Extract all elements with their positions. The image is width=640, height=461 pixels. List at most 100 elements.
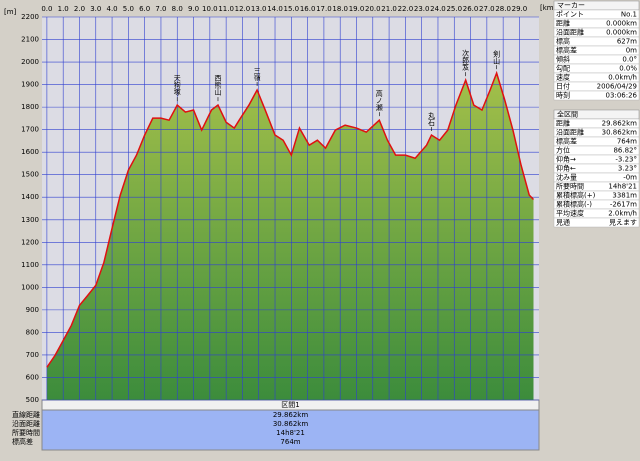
- x-tick-label: 16.0: [300, 5, 316, 13]
- panel-value: 2006/04/29: [597, 83, 637, 91]
- panel-label: 標高: [556, 37, 570, 46]
- panel-label: 見通: [556, 218, 570, 227]
- y-tick-label: 800: [26, 328, 39, 336]
- y-tick-label: 1000: [21, 283, 39, 291]
- panel-label: 沿面距離: [556, 28, 584, 37]
- x-tick-label: 21.0: [381, 5, 397, 13]
- section-label: 標高差: [12, 437, 33, 446]
- x-tick-label: 2.0: [74, 5, 85, 13]
- x-tick-label: 15.0: [284, 5, 300, 13]
- y-tick-label: 500: [26, 396, 39, 404]
- panel-value: 0m: [626, 47, 637, 55]
- elevation-line: [46, 70, 535, 368]
- x-tick-label: 19.0: [349, 5, 365, 13]
- y-tick-label: 2000: [21, 58, 39, 66]
- x-tick-label: 8.0: [172, 5, 183, 13]
- y-tick-label: 1400: [21, 193, 39, 201]
- panel-label: 距離: [556, 19, 570, 28]
- panel-value: 764m: [617, 138, 637, 146]
- y-tick-label: 1200: [21, 238, 39, 246]
- x-tick-label: 14.0: [267, 5, 283, 13]
- panel-label: 沿面距離: [556, 128, 584, 137]
- panel-label: 累積標高(+): [556, 191, 596, 200]
- panel-value: No.1: [621, 11, 637, 19]
- y-tick-label: 1600: [21, 148, 39, 156]
- section-label: 所要時間: [12, 428, 40, 437]
- x-tick-label: 27.0: [479, 5, 495, 13]
- x-tick-label: 26.0: [463, 5, 479, 13]
- x-tick-label: 23.0: [414, 5, 430, 13]
- panel-title: マーカー: [557, 2, 585, 10]
- panel-label: 累積標高(-): [556, 200, 592, 209]
- panel-value: 2.0km/h: [608, 210, 637, 218]
- y-tick-label: 2200: [21, 13, 39, 21]
- x-tick-label: 10.0: [202, 5, 218, 13]
- x-tick-label: 18.0: [332, 5, 348, 13]
- panel-value: 0.000km: [606, 20, 637, 28]
- y-tick-label: 1700: [21, 126, 39, 134]
- section-body: [41, 409, 540, 451]
- y-tick-label: 1800: [21, 103, 39, 111]
- x-tick-label: 4.0: [106, 5, 117, 13]
- x-tick-label: 29.0: [512, 5, 528, 13]
- panel-value: 3381m: [612, 192, 637, 200]
- y-tick-label: 2100: [21, 36, 39, 44]
- panel-label: 仰角→: [556, 155, 576, 164]
- x-tick-label: 25.0: [446, 5, 462, 13]
- section-label: 直線距離: [12, 410, 40, 419]
- panel-value: 0.0%: [619, 65, 637, 73]
- panel-value: -3.23°: [615, 156, 637, 164]
- y-axis-unit: [m]: [4, 8, 17, 16]
- peak-label: 西熊山: [214, 75, 222, 97]
- section-value: 764m: [280, 438, 300, 446]
- panel-label: 傾斜: [556, 55, 570, 64]
- panel-label: 方位: [556, 146, 570, 155]
- panel-value: 30.862km: [602, 129, 638, 137]
- x-tick-label: 7.0: [155, 5, 166, 13]
- panel-value: 627m: [617, 38, 637, 46]
- x-tick-label: 24.0: [430, 5, 446, 13]
- panel-value: 0.000km: [606, 29, 637, 37]
- section-label: 沿面距離: [12, 419, 40, 428]
- peak-label: 次郎笈: [462, 49, 470, 72]
- panel-title: 全区間: [557, 110, 578, 119]
- peak-label: 丸石: [427, 111, 435, 127]
- panel-row: [553, 217, 640, 228]
- y-tick-label: 1900: [21, 81, 39, 89]
- peak-label: 三嶺: [253, 67, 261, 82]
- x-tick-label: 13.0: [251, 5, 267, 13]
- panel-label: 勾配: [556, 64, 570, 73]
- x-tick-label: 1.0: [58, 5, 69, 13]
- x-tick-label: 28.0: [495, 5, 511, 13]
- x-tick-label: 5.0: [123, 5, 134, 13]
- panel-label: ポイント: [556, 11, 584, 19]
- y-tick-label: 1100: [21, 261, 39, 269]
- panel-value: 03:06:26: [606, 92, 638, 100]
- panel-label: 時刻: [556, 91, 570, 100]
- section-value: 30.862km: [273, 420, 309, 428]
- x-tick-label: 22.0: [398, 5, 414, 13]
- panel-value: 3.23°: [618, 165, 637, 173]
- x-tick-label: 0.0: [41, 5, 52, 13]
- peak-label: 高ノ瀬: [375, 89, 383, 112]
- elevation-area: [46, 73, 534, 400]
- y-tick-label: 700: [26, 351, 39, 359]
- section-value: 29.862km: [273, 411, 309, 419]
- peak-label: 天狗塚: [173, 75, 181, 97]
- panel-label: 仰角←: [556, 164, 576, 173]
- x-tick-label: 20.0: [365, 5, 381, 13]
- panel-label: 平均速度: [556, 209, 584, 218]
- x-tick-label: 3.0: [90, 5, 101, 13]
- panel-label: 日付: [556, 82, 570, 91]
- x-axis-unit: [km]: [540, 4, 557, 12]
- section-title[interactable]: 区間1: [281, 401, 299, 409]
- panel-value: 86.82°: [613, 147, 637, 155]
- section-value: 14h8'21: [276, 429, 305, 437]
- panel-label: 距離: [556, 119, 570, 128]
- panel-label: 標高差: [556, 46, 577, 55]
- panel-label: 速度: [556, 73, 570, 82]
- panel-value: 0.0km/h: [608, 74, 637, 82]
- panel-value: 14h8'21: [608, 183, 637, 191]
